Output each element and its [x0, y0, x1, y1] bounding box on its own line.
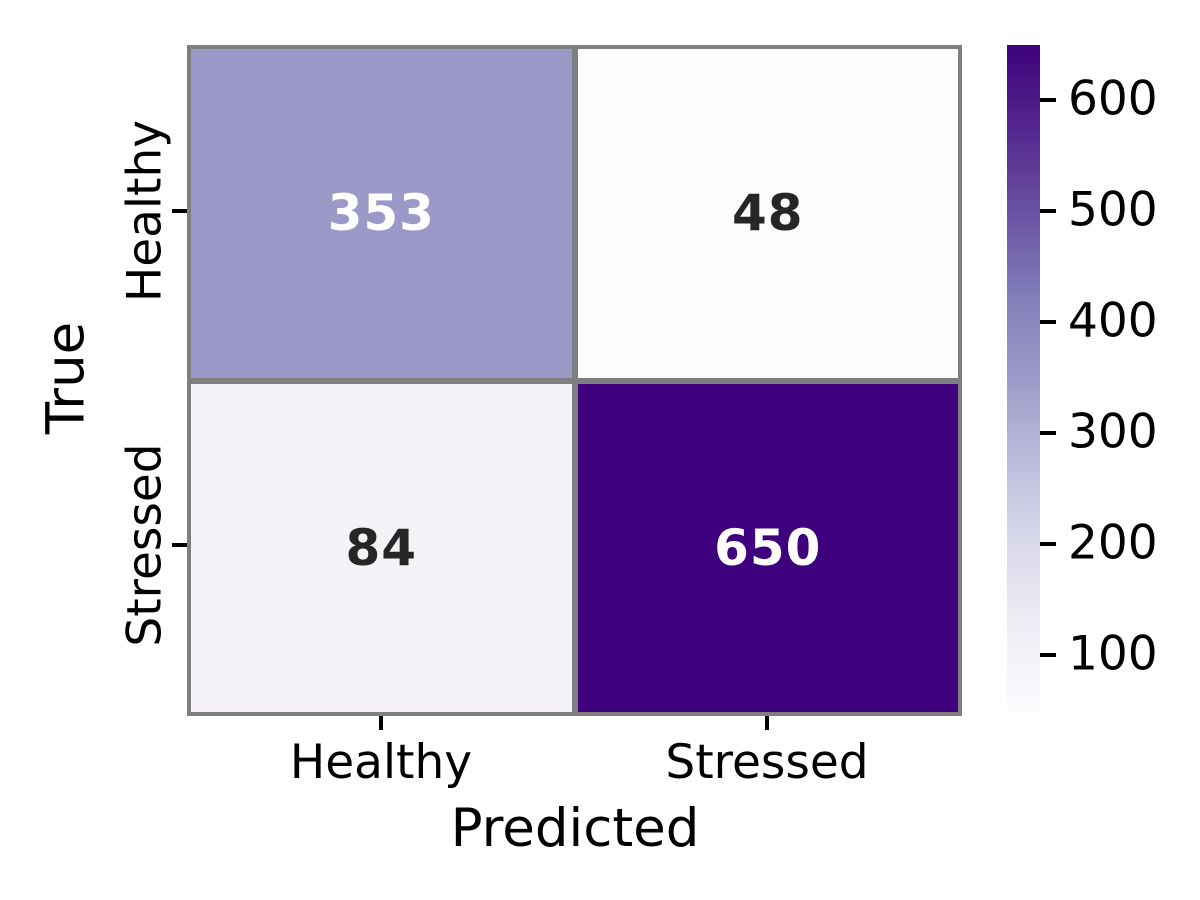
colorbar-gradient — [1007, 45, 1040, 713]
colorbar-tick-dash — [1040, 209, 1056, 214]
colorbar-tick-dash — [1040, 653, 1056, 658]
y-axis-title: True — [35, 321, 97, 435]
colorbar-tick-label: 200 — [1068, 515, 1158, 571]
x-axis-title: Predicted — [450, 798, 700, 859]
cell-true-healthy-pred-stressed: 48 — [577, 49, 958, 378]
cell-true-stressed-pred-stressed: 650 — [577, 383, 958, 712]
xtick-label-healthy: Healthy — [289, 735, 473, 790]
cell-true-healthy-pred-healthy: 353 — [191, 49, 572, 378]
xtick-label-stressed: Stressed — [665, 735, 869, 790]
xtick-mark-healthy — [379, 716, 383, 730]
colorbar-tick-label: 300 — [1068, 404, 1158, 460]
colorbar-tick-label: 100 — [1068, 626, 1158, 682]
colorbar-tick-dash — [1040, 98, 1056, 103]
colorbar-tick-label: 500 — [1068, 182, 1158, 238]
confusion-matrix-heatmap: 353 48 84 650 — [187, 45, 962, 716]
ytick-mark-healthy — [172, 209, 187, 213]
colorbar-tick-label: 400 — [1068, 293, 1158, 349]
ytick-label-stressed: Stressed — [117, 443, 173, 647]
ytick-mark-stressed — [172, 543, 187, 547]
ytick-label-healthy: Healthy — [117, 119, 173, 303]
colorbar-tick-dash — [1040, 320, 1056, 325]
colorbar-tick-dash — [1040, 542, 1056, 547]
colorbar-tick-label: 600 — [1068, 71, 1158, 127]
cell-true-stressed-pred-healthy: 84 — [191, 383, 572, 712]
xtick-mark-stressed — [765, 716, 769, 730]
colorbar-tick-dash — [1040, 431, 1056, 436]
